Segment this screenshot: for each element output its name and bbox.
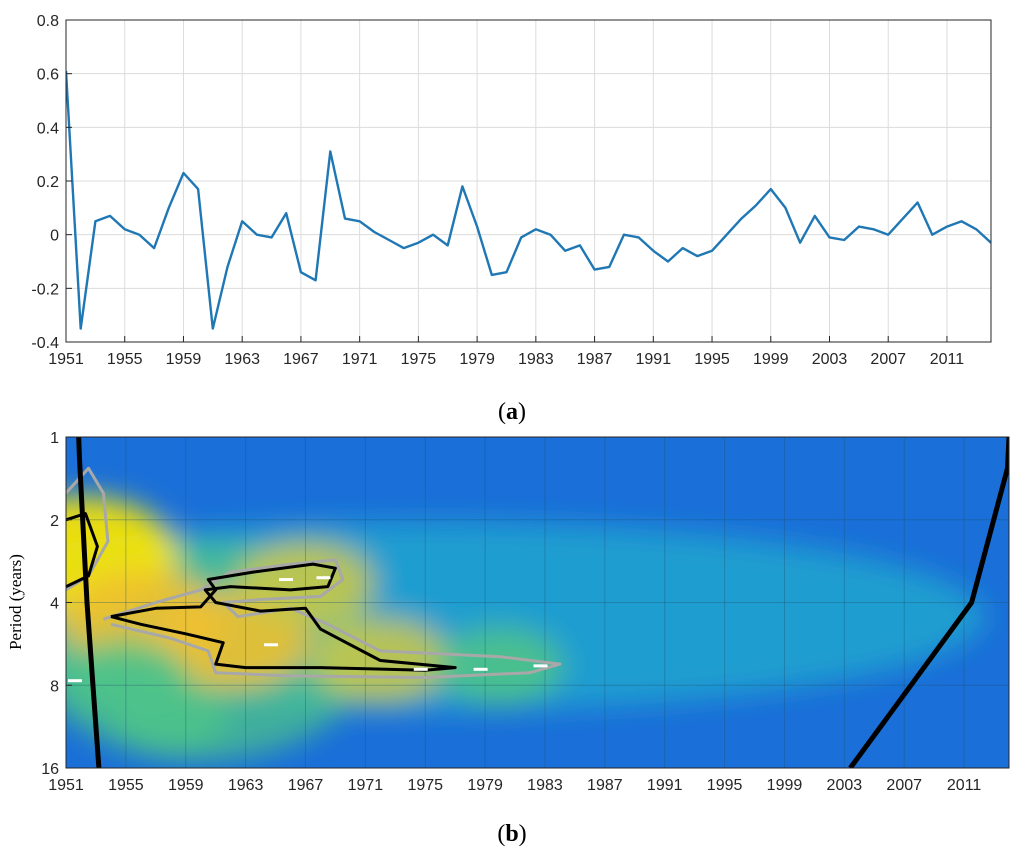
y-tick-label: 8: [50, 678, 59, 695]
x-tick-label: 1955: [107, 351, 143, 368]
x-tick-label: 1963: [228, 777, 264, 794]
power-peak: [113, 682, 229, 753]
x-tick-label: 2007: [870, 351, 906, 368]
x-tick-label: 1967: [283, 351, 319, 368]
y-tick-label: 1: [50, 430, 59, 447]
grid: [65, 19, 991, 343]
line-chart-panel: 1951 1955 1959 1963 1967 1971 1975 1979 1983 1987…: [31, 13, 992, 425]
x-tick-label: 1959: [168, 777, 204, 794]
coi-line-left: [76, 437, 102, 768]
panel-label-b: (b): [497, 821, 526, 847]
x-tick-label: 1979: [459, 351, 495, 368]
x-tick-label: 1963: [224, 351, 260, 368]
tick-labels: 1951 1955 1959 1963 1967 1971 1975 1979 1983 1987…: [41, 430, 981, 794]
x-tick-label: 1979: [467, 777, 503, 794]
x-tick-label: 2011: [947, 777, 982, 794]
x-tick-label: 1995: [707, 777, 743, 794]
x-tick-label: 1987: [577, 351, 613, 368]
y-tick-label: 0.2: [37, 174, 59, 191]
x-tick-label: 1999: [767, 777, 803, 794]
power-peak: [436, 626, 564, 705]
tick-labels: 1951 1955 1959 1963 1967 1971 1975 1979 1983 1987…: [31, 13, 964, 368]
x-tick-label: 1991: [647, 777, 683, 794]
power-peak: [236, 540, 375, 626]
y-tick-label: -0.4: [31, 335, 59, 352]
y-axis-label: Period (years): [6, 554, 25, 650]
x-tick-label: 2003: [827, 777, 863, 794]
y-tick-label: -0.2: [31, 281, 59, 298]
x-tick-label: 1991: [636, 351, 672, 368]
x-tick-label: 1999: [753, 351, 789, 368]
series-line-group: [66, 70, 991, 330]
contour-95: [66, 512, 99, 588]
contour-95: [110, 562, 457, 672]
panel-label-b-letter: b: [505, 821, 518, 847]
x-tick-label: 1971: [348, 777, 384, 794]
x-tick-label: 1983: [527, 777, 563, 794]
coi-line-right: [848, 437, 1009, 768]
y-tick-label: 0: [50, 228, 59, 245]
y-tick-label: 16: [41, 761, 59, 778]
wavelet-panel: 1951 1955 1959 1963 1967 1971 1975 1979 1983 1987…: [6, 430, 1010, 847]
x-tick-label: 2011: [930, 351, 965, 368]
x-tick-label: 1975: [407, 777, 443, 794]
cone-of-influence: [76, 437, 1009, 768]
x-tick-label: 1975: [401, 351, 437, 368]
panel-label-a-letter: a: [506, 399, 518, 425]
x-tick-label: 1967: [288, 777, 324, 794]
y-tick-label: 0.6: [37, 67, 59, 84]
grid: [66, 437, 1009, 768]
y-tick-label: 0.4: [37, 120, 59, 137]
power-field: [66, 496, 986, 761]
x-tick-label: 1983: [518, 351, 554, 368]
x-tick-label: 2003: [812, 351, 848, 368]
x-tick-label: 1987: [587, 777, 623, 794]
x-tick-label: 1951: [48, 777, 84, 794]
panel-label-a: (a): [498, 399, 526, 425]
x-tick-label: 1995: [694, 351, 730, 368]
series-line: [66, 70, 991, 330]
x-tick-label: 1951: [48, 351, 84, 368]
heatmap-area: [66, 437, 1009, 768]
x-tick-label: 2007: [886, 777, 922, 794]
x-tick-label: 1971: [342, 351, 378, 368]
y-tick-label: 4: [50, 596, 59, 613]
x-tick-label: 1955: [108, 777, 144, 794]
y-tick-label: 0.8: [37, 13, 59, 30]
dash-markers: [67, 576, 548, 683]
y-tick-label: 2: [50, 513, 59, 530]
x-tick-label: 1959: [166, 351, 202, 368]
